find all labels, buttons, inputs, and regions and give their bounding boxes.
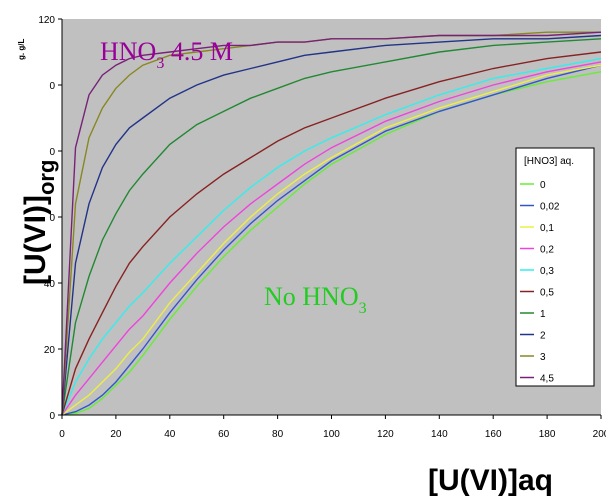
legend-label: 0,2: [540, 245, 554, 256]
x-tick-label: 160: [485, 429, 502, 440]
y-tick-label: 0: [49, 147, 55, 158]
series-line-0-2: [61, 61, 602, 416]
legend-label: 3: [540, 352, 546, 363]
legend-label: 0,5: [540, 288, 554, 299]
x-tick-label: 140: [431, 429, 448, 440]
series-line-4-5: [61, 31, 602, 416]
series-line-2: [61, 34, 602, 416]
legend-items: 0 0,02 0,1 0,2 0,3 0,5 1 2 3 4,5: [520, 180, 560, 385]
x-tick-label: 40: [164, 429, 176, 440]
annotation-hno3-45: HNO3 4.5 M: [100, 37, 233, 72]
y-axis-title: [U(VI)]org: [19, 160, 59, 285]
series-line-0-5: [61, 51, 602, 416]
plot-area: [62, 19, 601, 415]
x-tick-label: 20: [110, 429, 122, 440]
annotation-no-hno3: No HNO3: [264, 282, 367, 317]
x-tick-label: 0: [59, 429, 65, 440]
legend-box: [515, 147, 595, 387]
legend-label: 0: [540, 180, 546, 191]
y-tick-label: 20: [44, 345, 56, 356]
series-line-0-3: [61, 57, 602, 416]
legend-label: 2: [540, 331, 546, 342]
series-line-1: [61, 38, 602, 416]
y-ticks: 0 20 40 0 0 0 120: [38, 15, 62, 422]
series-layer: [61, 31, 602, 416]
y-tick-label: 120: [38, 15, 55, 26]
y-tick-label: 0: [49, 213, 55, 224]
legend-label: 0,1: [540, 223, 554, 234]
x-tick-label: 120: [377, 429, 394, 440]
legend-label: 0,02: [540, 202, 560, 213]
x-ticks: 0 20 40 60 80 100 120 140 160 180 200: [59, 415, 606, 440]
y-tick-label: 40: [44, 279, 56, 290]
series-line-0-1: [61, 64, 602, 416]
series-line-0-02: [61, 64, 602, 416]
y-axis-unit: g. g/L: [17, 39, 26, 60]
x-tick-label: 60: [218, 429, 230, 440]
legend: [HNO3] aq. 0 0,02 0,1 0,2 0,3 0,5 1 2 3 4,5: [515, 147, 595, 387]
legend-title: [HNO3] aq.: [524, 156, 574, 167]
legend-label: 0,3: [540, 266, 554, 277]
legend-label: 1: [540, 309, 546, 320]
y-tick-label: 0: [49, 81, 55, 92]
y-tick-label: 0: [49, 411, 55, 422]
x-tick-label: 80: [272, 429, 284, 440]
x-tick-label: 100: [323, 429, 340, 440]
legend-label: 4,5: [540, 374, 554, 385]
x-axis-title: [U(VI)]aq: [428, 464, 553, 497]
x-tick-label: 200: [593, 429, 606, 440]
x-tick-label: 180: [539, 429, 556, 440]
